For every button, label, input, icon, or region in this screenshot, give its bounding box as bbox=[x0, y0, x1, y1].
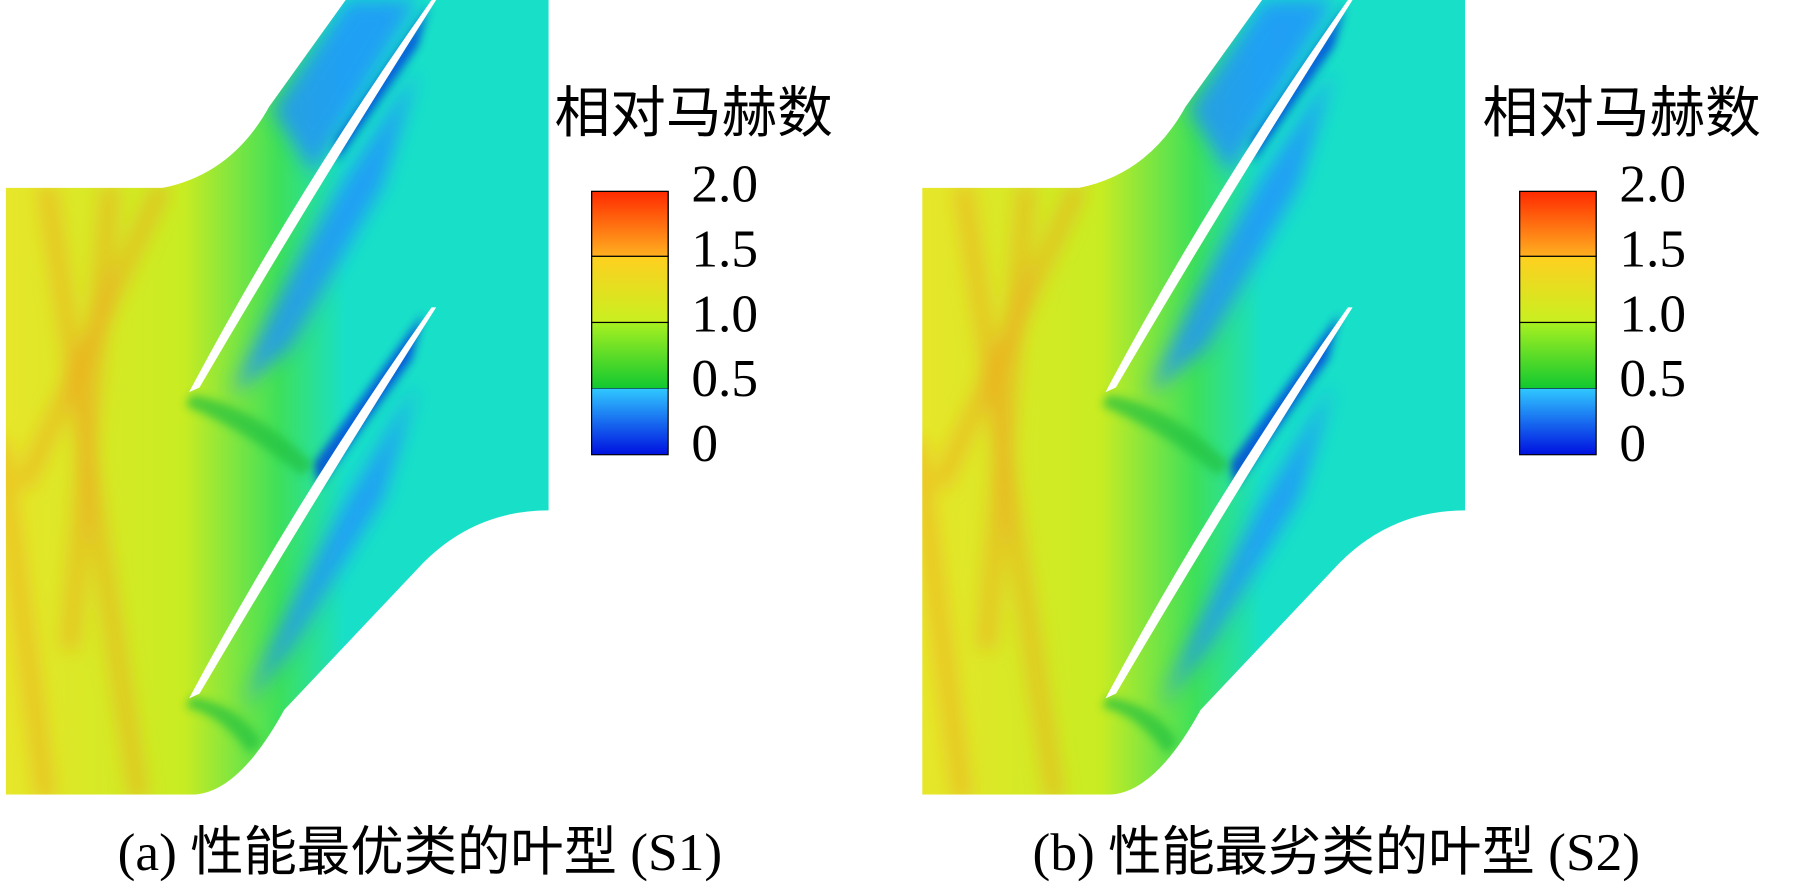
panel-a: 相对马赫数 2.0 1.5 1.0 0.5 0 (a) 性能最优类的叶型 (S1… bbox=[0, 0, 833, 882]
legend-tick: 0 bbox=[1619, 413, 1646, 473]
colorbar bbox=[591, 190, 669, 456]
caption: (a) 性能最优类的叶型 (S1) bbox=[118, 822, 723, 882]
caption: (b) 性能最劣类的叶型 (S2) bbox=[1033, 822, 1641, 882]
legend-tick: 1.0 bbox=[1619, 283, 1686, 343]
legend-tick: 1.0 bbox=[691, 283, 758, 343]
legend-title: 相对马赫数 bbox=[554, 83, 832, 145]
legend-tick: 0.5 bbox=[1619, 348, 1686, 408]
colorbar bbox=[1519, 190, 1597, 456]
contour-field bbox=[0, 0, 557, 800]
legend-tick: 1.5 bbox=[1619, 218, 1686, 278]
contour-field bbox=[916, 0, 1473, 800]
legend-tick: 0.5 bbox=[691, 348, 758, 408]
legend-tick: 2.0 bbox=[691, 153, 758, 213]
panel-b: 相对马赫数 2.0 1.5 1.0 0.5 0 (b) 性能最劣类的叶型 (S2… bbox=[916, 0, 1761, 882]
legend-tick: 2.0 bbox=[1619, 153, 1686, 213]
legend-title: 相对马赫数 bbox=[1482, 83, 1760, 145]
legend-tick: 1.5 bbox=[691, 218, 758, 278]
legend-tick: 0 bbox=[691, 413, 718, 473]
